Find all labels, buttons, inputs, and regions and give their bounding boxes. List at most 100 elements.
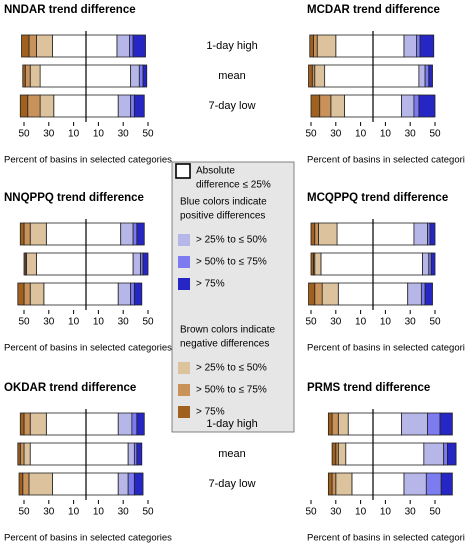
bar-segment xyxy=(85,412,119,436)
bar-segment xyxy=(424,64,430,88)
x-tick-label: 50 xyxy=(429,129,441,140)
legend-swatch xyxy=(178,256,190,268)
bar-segment xyxy=(19,222,25,246)
x-tick-label: 10 xyxy=(380,317,392,328)
panel-title: MCQPPQ trend difference xyxy=(307,192,448,204)
bar-segment xyxy=(324,64,374,88)
bar-segment xyxy=(19,442,25,466)
panel-title: MCDAR trend difference xyxy=(307,4,440,16)
bar-segment xyxy=(403,472,427,496)
legend-swatch xyxy=(178,362,190,374)
x-tick-label: 10 xyxy=(355,317,367,328)
legend-swatch xyxy=(178,234,190,246)
bar-segment xyxy=(429,222,436,246)
bar-segment xyxy=(413,94,420,118)
bar-segment xyxy=(320,252,374,276)
legend-swatch xyxy=(178,278,190,290)
legend-label: > 25% to ≤ 50% xyxy=(196,235,267,246)
bar-segment xyxy=(142,64,148,88)
legend-heading: Blue colors indicate xyxy=(180,197,267,208)
bar-segment xyxy=(446,442,457,466)
bar-segment xyxy=(85,252,134,276)
bar-segment xyxy=(310,252,314,276)
legend-label: > 75% xyxy=(196,407,225,418)
bar-segment xyxy=(331,472,337,496)
bar-segment xyxy=(372,442,425,466)
bar-segment xyxy=(321,282,339,306)
bar-segment xyxy=(85,94,119,118)
bar-segment xyxy=(415,34,421,58)
bar-segment xyxy=(52,34,87,58)
bar-segment xyxy=(310,222,316,246)
x-tick-label: 10 xyxy=(93,507,105,518)
bar-segment xyxy=(18,472,24,496)
x-axis-label: Percent of basins in selected categories xyxy=(4,155,172,166)
bar-segment xyxy=(331,412,339,436)
bar-segment xyxy=(347,412,374,436)
bar-segment xyxy=(413,222,428,246)
bar-segment xyxy=(132,222,138,246)
bar-segment xyxy=(28,472,53,496)
bar-segment xyxy=(136,412,145,436)
x-tick-label: 30 xyxy=(43,507,55,518)
x-tick-label: 30 xyxy=(330,129,342,140)
bar-segment xyxy=(132,252,141,276)
x-tick-label: 50 xyxy=(429,507,441,518)
row-label: mean xyxy=(218,448,246,460)
bar-segment xyxy=(419,34,435,58)
bar-segment xyxy=(130,94,135,118)
x-axis-label: Percent of basins in selected categories xyxy=(4,343,172,354)
panel-title: NNQPPQ trend difference xyxy=(4,192,144,204)
x-tick-label: 10 xyxy=(380,129,392,140)
bar-segment xyxy=(314,282,323,306)
bar-segment xyxy=(308,282,316,306)
bar-segment xyxy=(117,412,133,436)
panel-title: PRMS trend difference xyxy=(307,382,430,394)
x-tick-label: 30 xyxy=(405,129,417,140)
bar-segment xyxy=(85,282,119,306)
bar-segment xyxy=(39,94,55,118)
x-axis-label: Percent of basins in selected categories xyxy=(307,343,465,354)
bar-segment xyxy=(309,34,314,58)
x-tick-label: 50 xyxy=(429,317,441,328)
legend-swatch xyxy=(175,163,191,179)
x-tick-label: 50 xyxy=(142,317,154,328)
row-label: 1-day high xyxy=(206,40,257,52)
x-tick-label: 30 xyxy=(405,507,417,518)
bar-segment xyxy=(29,442,87,466)
x-tick-label: 30 xyxy=(330,317,342,328)
bar-segment xyxy=(443,442,448,466)
x-tick-label: 10 xyxy=(68,507,80,518)
bar-segment xyxy=(327,412,333,436)
x-tick-label: 10 xyxy=(93,317,105,328)
legend-heading: positive differences xyxy=(180,211,265,222)
bar-segment xyxy=(85,222,122,246)
bar-segment xyxy=(372,412,402,436)
bar-segment xyxy=(345,442,374,466)
bar-segment xyxy=(422,252,430,276)
bar-segment xyxy=(128,34,134,58)
bar-segment xyxy=(425,472,442,496)
x-tick-label: 10 xyxy=(68,317,80,328)
legend-label: > 25% to ≤ 50% xyxy=(196,363,267,374)
bar-segment xyxy=(19,94,29,118)
bar-segment xyxy=(117,94,132,118)
legend-swatch xyxy=(178,384,190,396)
bar-segment xyxy=(24,64,31,88)
bar-segment xyxy=(439,412,453,436)
bar-segment xyxy=(29,222,47,246)
bar-segment xyxy=(17,442,21,466)
x-tick-label: 30 xyxy=(43,317,55,328)
bar-segment xyxy=(127,472,135,496)
row-label: 7-day low xyxy=(208,100,255,112)
bar-segment xyxy=(17,282,25,306)
bar-segment xyxy=(331,442,337,466)
bar-segment xyxy=(401,94,415,118)
x-axis-label: Percent of basins in selected categories xyxy=(4,533,172,544)
bar-segment xyxy=(372,222,415,246)
legend-swatch xyxy=(178,406,190,418)
bar-segment xyxy=(440,472,453,496)
row-label: 1-day high xyxy=(206,418,257,430)
panel-title: OKDAR trend difference xyxy=(4,382,136,394)
